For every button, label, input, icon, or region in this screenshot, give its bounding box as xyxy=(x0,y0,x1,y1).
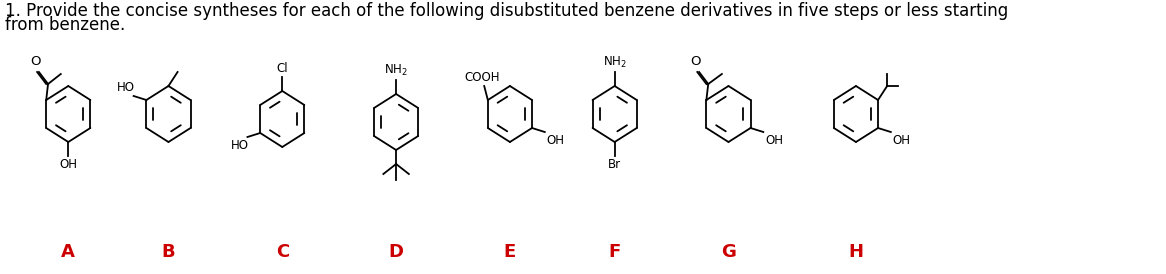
Text: H: H xyxy=(849,243,864,261)
Text: E: E xyxy=(504,243,517,261)
Text: NH$_2$: NH$_2$ xyxy=(603,55,626,70)
Text: 1. Provide the concise syntheses for each of the following disubstituted benzene: 1. Provide the concise syntheses for eac… xyxy=(6,2,1009,20)
Text: OH: OH xyxy=(765,134,784,147)
Text: D: D xyxy=(388,243,403,261)
Text: HO: HO xyxy=(118,81,135,94)
Text: Br: Br xyxy=(609,158,621,171)
Text: COOH: COOH xyxy=(464,71,500,84)
Text: F: F xyxy=(609,243,620,261)
Text: OH: OH xyxy=(547,134,564,147)
Text: Cl: Cl xyxy=(276,62,288,75)
Text: A: A xyxy=(62,243,76,261)
Text: O: O xyxy=(690,55,701,68)
Text: OH: OH xyxy=(59,158,77,171)
Text: O: O xyxy=(30,55,41,68)
Text: G: G xyxy=(721,243,736,261)
Text: C: C xyxy=(275,243,289,261)
Text: B: B xyxy=(162,243,175,261)
Text: OH: OH xyxy=(893,134,911,147)
Text: from benzene.: from benzene. xyxy=(6,16,126,34)
Text: HO: HO xyxy=(231,139,250,152)
Text: NH$_2$: NH$_2$ xyxy=(385,63,408,78)
